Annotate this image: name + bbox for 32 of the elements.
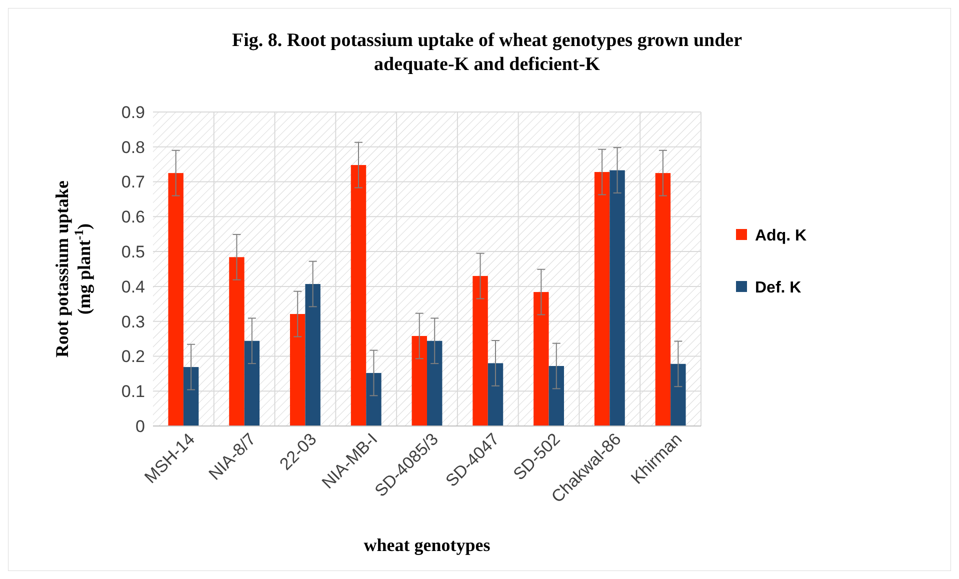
y-tick-label: 0.4 xyxy=(121,277,145,296)
bar xyxy=(183,367,199,426)
y-tick-label: 0.1 xyxy=(121,382,145,402)
y-tick-label: 0.5 xyxy=(121,242,145,262)
bar xyxy=(655,173,671,426)
bar xyxy=(670,364,686,426)
y-tick-label: 0.2 xyxy=(121,347,145,366)
y-tick-label: 0.3 xyxy=(121,312,145,332)
bar xyxy=(305,284,320,426)
bar xyxy=(594,172,610,426)
y-tick-label: 0.9 xyxy=(121,102,145,122)
bar xyxy=(168,173,184,426)
bar xyxy=(290,314,306,426)
y-tick-label: 0.8 xyxy=(121,138,145,157)
bar xyxy=(350,165,366,426)
bar xyxy=(412,336,427,426)
y-tick-label: 0.6 xyxy=(121,208,145,227)
chart-title: Fig. 8. Root potassium uptake of wheat genotypes grown under adequate-K and deficient-K xyxy=(232,30,743,75)
legend-label: Adq. K xyxy=(755,228,807,245)
legend-label: Def. K xyxy=(755,280,802,297)
y-tick-label: 0.7 xyxy=(121,172,145,192)
bar xyxy=(534,292,549,426)
bar xyxy=(244,340,260,426)
y-tick-label: 0 xyxy=(136,416,145,436)
bar xyxy=(366,372,382,426)
bar xyxy=(488,363,504,426)
bar xyxy=(427,340,442,426)
bar xyxy=(472,276,488,426)
bar xyxy=(229,257,244,426)
x-axis-title: wheat genotypes xyxy=(364,535,490,555)
bar xyxy=(610,170,625,426)
bar xyxy=(548,366,564,426)
